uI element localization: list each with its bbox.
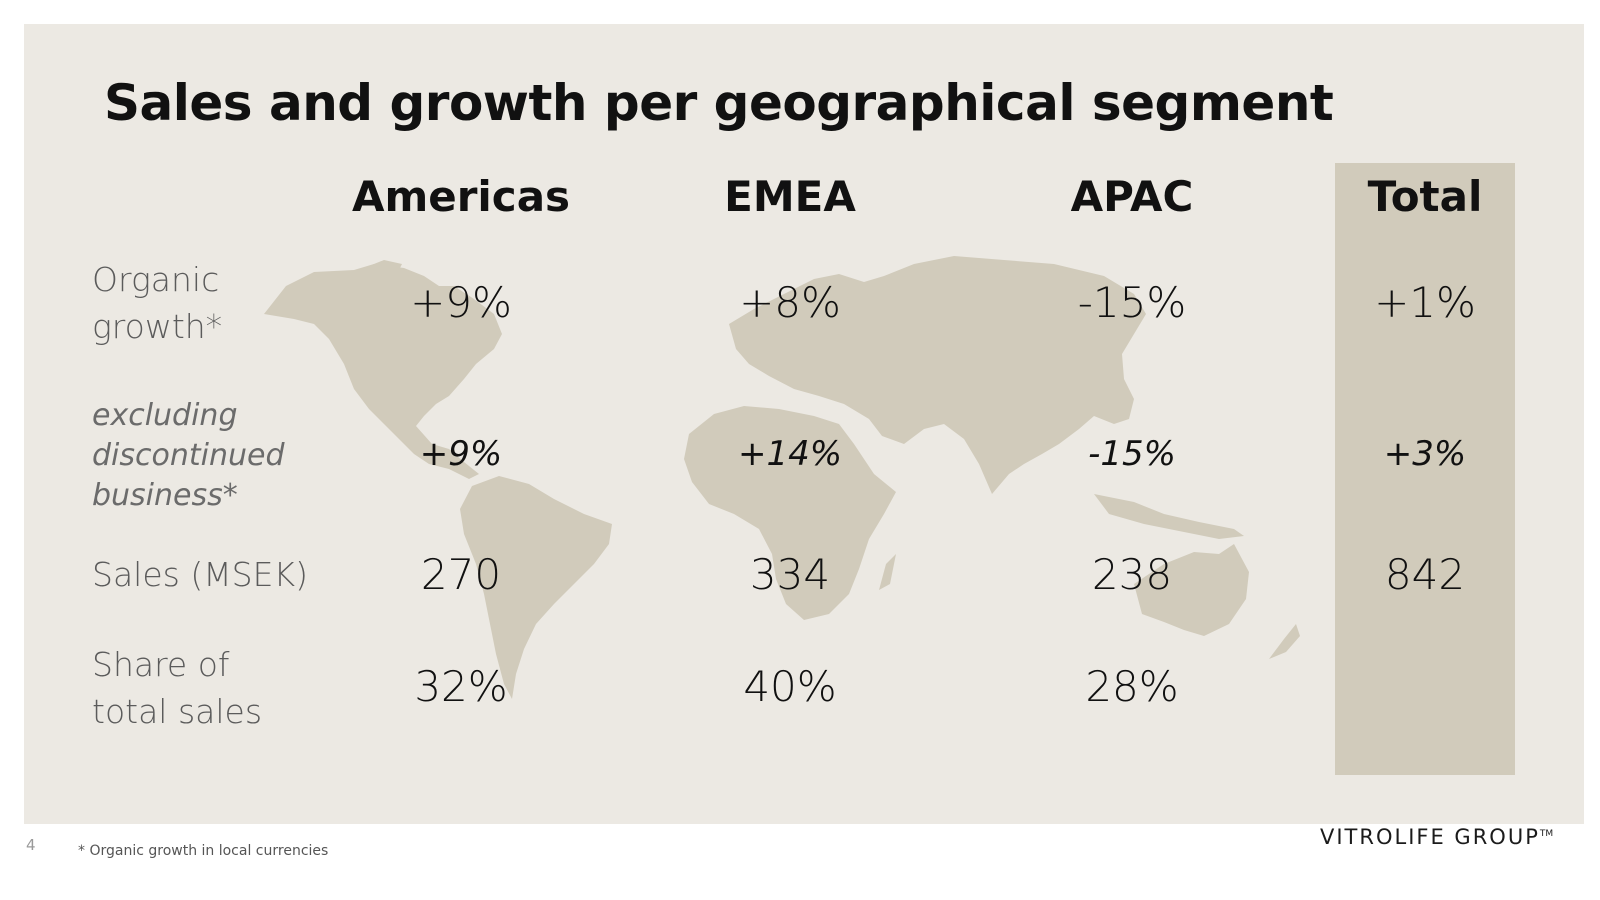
row-label-organic-growth: Organic growth* [92, 260, 223, 346]
footnote: * Organic growth in local currencies [78, 843, 329, 859]
cell-excl-apac: -15% [1088, 434, 1176, 474]
indonesia-shape [1094, 494, 1244, 539]
column-header-americas: Americas [351, 172, 571, 221]
column-header-total: Total [1367, 172, 1483, 221]
cell-excl-total: +3% [1383, 434, 1467, 474]
row-label-excluding-discontinued: excluding discontinued business* [92, 398, 285, 513]
cell-organic-americas: +9% [410, 278, 512, 327]
madagascar-shape [879, 554, 896, 590]
cell-organic-emea: +8% [739, 278, 841, 327]
new-zealand-shape [1269, 624, 1300, 659]
total-column-highlight [1335, 163, 1515, 775]
cell-share-apac: 28% [1085, 662, 1179, 711]
trademark-mark: TM [1539, 829, 1554, 839]
row-label-share-of-total: Share of total sales [92, 645, 263, 731]
eurasia-shape [729, 256, 1146, 494]
cell-excl-emea: +14% [737, 434, 843, 474]
page-title: Sales and growth per geographical segmen… [104, 74, 1334, 132]
cell-excl-americas: +9% [419, 434, 503, 474]
cell-organic-apac: -15% [1077, 278, 1187, 327]
cell-share-emea: 40% [743, 662, 837, 711]
cell-organic-total: +1% [1374, 278, 1476, 327]
page-number: 4 [26, 836, 36, 854]
africa-shape [684, 406, 896, 620]
slide: Sales and growth per geographical segmen… [24, 24, 1584, 824]
cell-sales-apac: 238 [1091, 550, 1173, 599]
column-header-emea: EMEA [724, 172, 856, 221]
row-label-sales: Sales (MSEK) [92, 555, 308, 594]
cell-sales-americas: 270 [420, 550, 502, 599]
vitrolife-logo: VITROLIFE GROUPTM [1320, 825, 1554, 849]
cell-sales-total: 842 [1384, 550, 1466, 599]
cell-share-americas: 32% [414, 662, 508, 711]
south-america-shape [460, 476, 612, 699]
greenland-shape [369, 260, 402, 276]
world-map-image [264, 256, 1300, 699]
australia-shape [1134, 544, 1249, 636]
north-america-shape [264, 264, 502, 479]
cell-sales-emea: 334 [749, 550, 831, 599]
column-header-apac: APAC [1070, 172, 1194, 221]
